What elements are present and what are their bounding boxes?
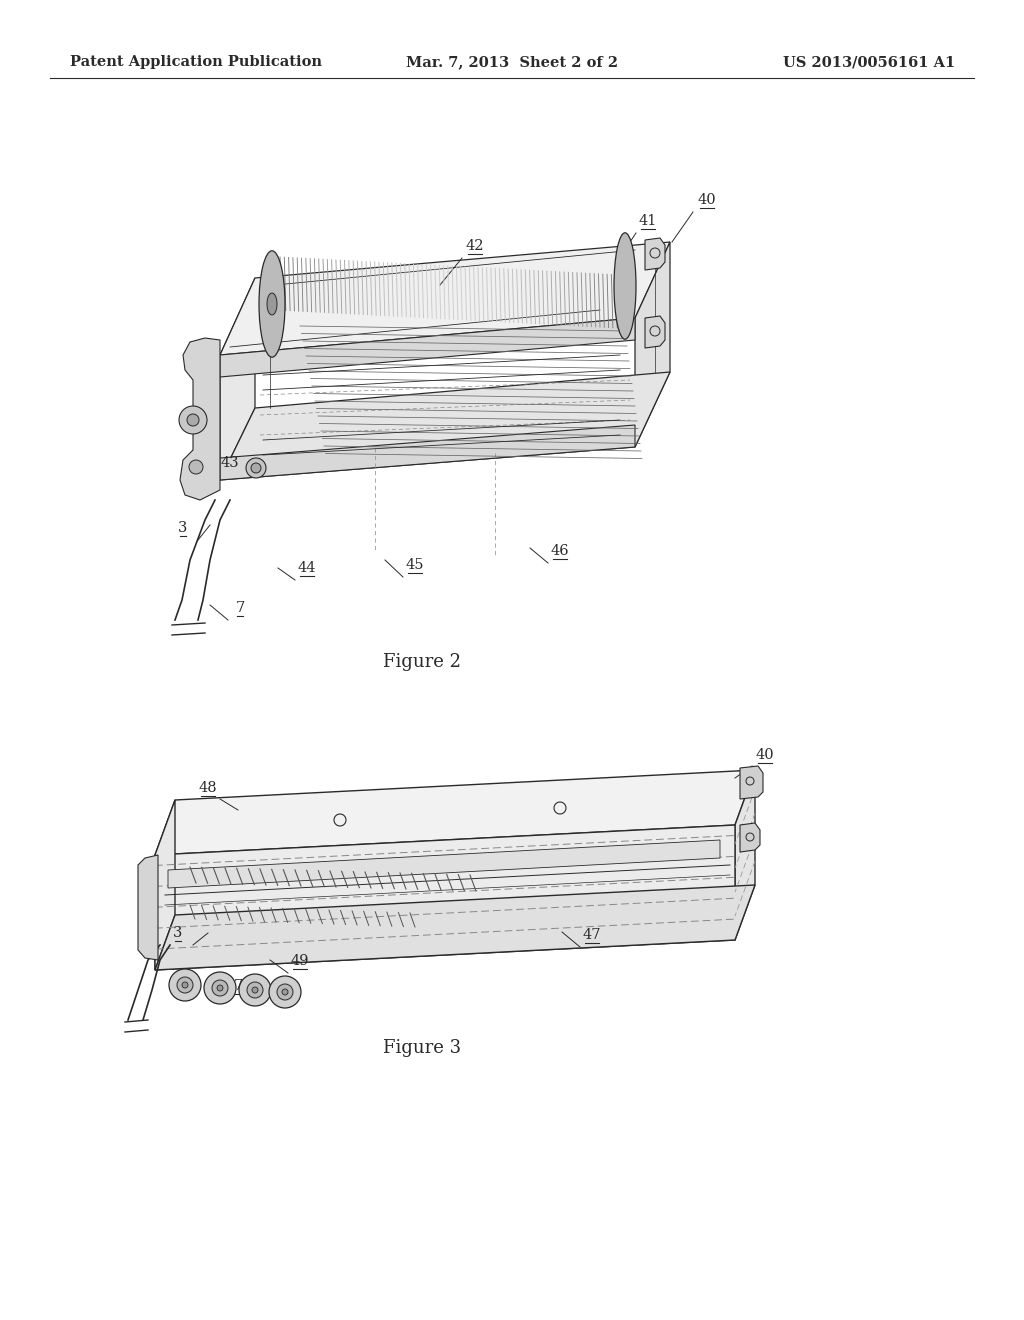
Text: 41: 41 [639, 214, 657, 228]
Polygon shape [635, 242, 670, 447]
Text: Mar. 7, 2013  Sheet 2 of 2: Mar. 7, 2013 Sheet 2 of 2 [406, 55, 618, 69]
Text: Figure 2: Figure 2 [383, 653, 461, 671]
Polygon shape [180, 338, 220, 500]
Circle shape [252, 987, 258, 993]
Circle shape [187, 414, 199, 426]
Polygon shape [155, 884, 755, 970]
Polygon shape [220, 425, 635, 480]
Text: 49: 49 [291, 954, 309, 968]
Circle shape [246, 458, 266, 478]
Text: US 2013/0056161 A1: US 2013/0056161 A1 [782, 55, 955, 69]
Text: 46: 46 [551, 544, 569, 558]
Circle shape [189, 459, 203, 474]
Polygon shape [740, 766, 763, 799]
Polygon shape [645, 315, 665, 348]
Text: 3: 3 [173, 927, 182, 940]
Text: Patent Application Publication: Patent Application Publication [70, 55, 322, 69]
Text: 44: 44 [298, 561, 316, 576]
Polygon shape [740, 822, 760, 851]
Text: 48: 48 [199, 781, 217, 795]
Polygon shape [645, 238, 665, 271]
Text: 7: 7 [236, 601, 245, 615]
Text: 43: 43 [221, 455, 240, 470]
Circle shape [217, 985, 223, 991]
Text: 42: 42 [466, 239, 484, 253]
Circle shape [182, 982, 188, 987]
Polygon shape [735, 770, 755, 940]
Ellipse shape [259, 251, 285, 358]
Circle shape [177, 977, 193, 993]
Circle shape [269, 975, 301, 1008]
Polygon shape [168, 840, 720, 888]
Circle shape [282, 989, 288, 995]
Circle shape [212, 979, 228, 997]
Circle shape [169, 969, 201, 1001]
Polygon shape [220, 279, 255, 480]
Polygon shape [155, 770, 755, 855]
Text: 40: 40 [756, 748, 774, 762]
Circle shape [247, 982, 263, 998]
Text: 3: 3 [178, 521, 187, 535]
Circle shape [251, 463, 261, 473]
Polygon shape [155, 800, 175, 970]
Polygon shape [155, 825, 735, 970]
Text: 45: 45 [406, 558, 424, 572]
Ellipse shape [614, 232, 636, 339]
Circle shape [278, 983, 293, 1001]
Polygon shape [220, 372, 670, 480]
Polygon shape [220, 318, 635, 378]
Circle shape [204, 972, 236, 1005]
Circle shape [239, 974, 271, 1006]
Text: 40: 40 [697, 193, 717, 207]
Polygon shape [220, 242, 670, 355]
Text: 7: 7 [233, 979, 243, 993]
Text: 47: 47 [583, 928, 601, 942]
Circle shape [179, 407, 207, 434]
Ellipse shape [267, 293, 278, 315]
Text: Figure 3: Figure 3 [383, 1039, 461, 1057]
Polygon shape [138, 855, 158, 960]
